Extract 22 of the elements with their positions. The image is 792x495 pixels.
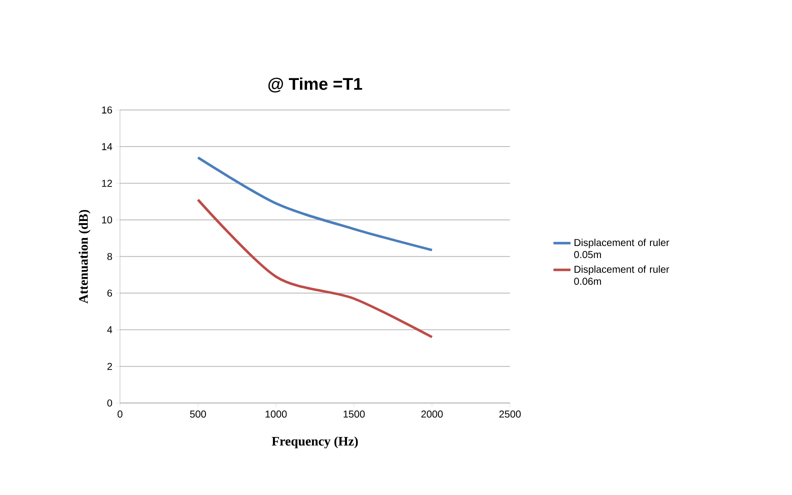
y-tick-label: 16	[102, 106, 112, 114]
x-tick-label: 1500	[344, 410, 365, 418]
y-tick-label: 6	[107, 290, 112, 297]
chart-title: @ Time =T1	[268, 77, 362, 92]
y-tick-label: 0	[107, 399, 112, 407]
y-tick-label: 4	[107, 326, 112, 334]
y-tick-label: 10	[102, 216, 112, 224]
x-tick-label: 2500	[499, 410, 521, 418]
x-tick-label: 0	[118, 410, 122, 418]
y-axis-title: Attenuation (dB)	[78, 210, 90, 304]
y-tick-label: 12	[102, 180, 112, 187]
x-tick-label: 2000	[421, 410, 443, 418]
legend-label: Displacement of ruler 0.06m	[574, 266, 670, 285]
legend-label: Displacement of ruler 0.05m	[574, 238, 670, 258]
x-tick-label: 500	[190, 410, 206, 418]
x-axis-title: Frequency (Hz)	[272, 436, 358, 448]
line-series	[196, 156, 434, 252]
y-tick-label: 8	[107, 252, 112, 260]
x-tick-label: 1000	[266, 410, 287, 418]
y-tick-label: 2	[107, 362, 112, 370]
line-series	[196, 198, 434, 338]
y-tick-label: 14	[102, 143, 112, 150]
